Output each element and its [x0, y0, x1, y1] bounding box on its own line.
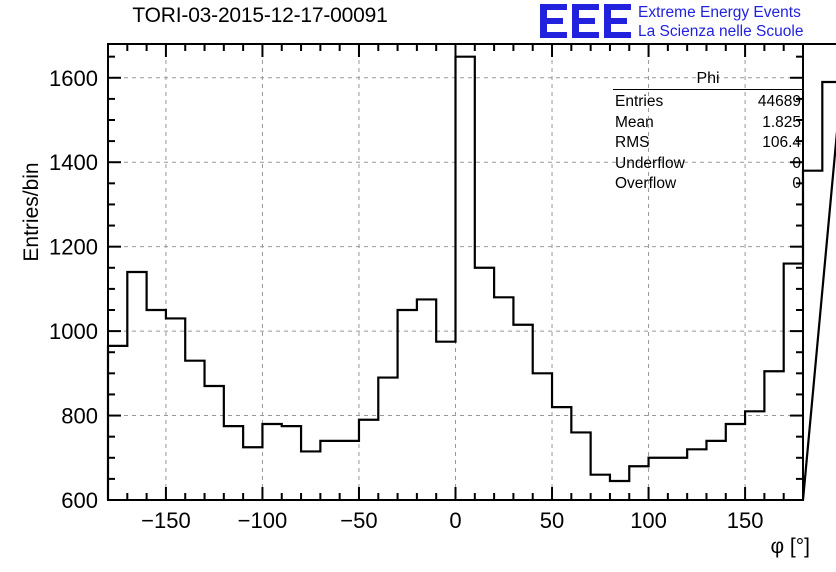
statistics-rows: Entries 44689 Mean 1.825 RMS 106.4 Underflow 0 O… [613, 92, 803, 195]
statistics-label: Mean [615, 113, 654, 131]
statistics-row: Overflow 0 [613, 174, 803, 195]
statistics-row: Entries 44689 [613, 92, 803, 113]
x-tick-label: 150 [727, 508, 764, 533]
eee-logo-line2: La Scienza nelle Scuole [638, 23, 804, 40]
statistics-value: 1.825 [762, 113, 801, 131]
x-tick-label: 0 [449, 508, 461, 533]
y-tick-label: 600 [61, 488, 98, 513]
statistics-title: Phi [613, 70, 803, 90]
y-tick-label: 800 [61, 404, 98, 429]
eee-logo-line1: Extreme Energy Events [638, 4, 801, 21]
statistics-value: 0 [792, 154, 801, 172]
x-tick-label: 100 [630, 508, 667, 533]
y-tick-label: 1000 [49, 319, 98, 344]
statistics-value: 44689 [757, 93, 801, 110]
statistics-value: 106.4 [762, 134, 801, 151]
statistics-label: Entries [615, 93, 664, 110]
eee-logo-text: Extreme Energy Events La Scienza nelle S… [638, 3, 803, 41]
statistics-row: Underflow 0 [613, 154, 803, 175]
statistics-label: Underflow [615, 154, 685, 172]
x-axis-title: φ [°] [770, 535, 810, 558]
x-tick-label: −100 [238, 508, 288, 533]
statistics-row: RMS 106.4 [613, 133, 803, 154]
statistics-label: RMS [615, 134, 650, 151]
x-tick-label: 50 [540, 508, 564, 533]
statistics-value: 0 [792, 175, 801, 192]
x-tick-label: −150 [141, 508, 191, 533]
x-tick-label: −50 [340, 508, 377, 533]
eee-logo-mark [540, 4, 631, 38]
y-tick-label: 1200 [49, 235, 98, 260]
histogram-outline [106, 55, 836, 501]
statistics-label: Overflow [615, 175, 677, 192]
y-tick-label: 1600 [49, 66, 98, 91]
statistics-row: Mean 1.825 [613, 113, 803, 134]
y-tick-label: 1400 [49, 150, 98, 175]
page-title: TORI-03-2015-12-17-00091 [132, 4, 388, 27]
statistics-box: Phi Entries 44689 Mean 1.825 RMS 106.4 Underfl… [613, 70, 803, 195]
